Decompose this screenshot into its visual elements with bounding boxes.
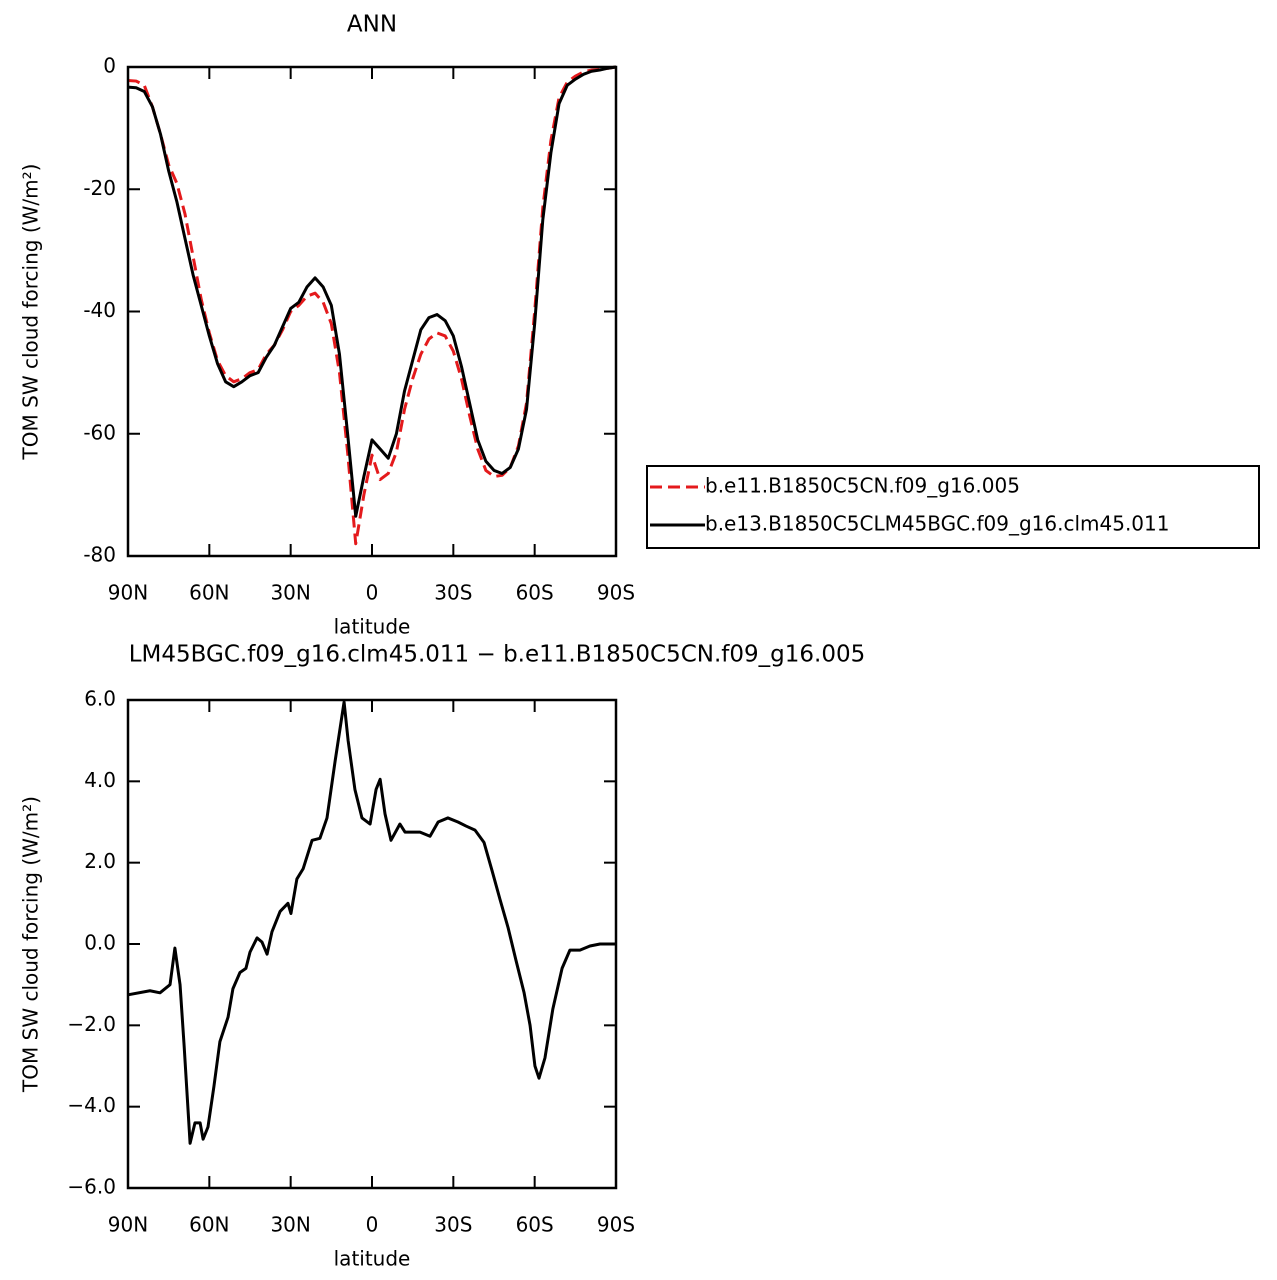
x-tick-label: 0 — [366, 581, 379, 605]
y-tick-label: 0 — [103, 54, 116, 78]
x-tick-label: 90N — [108, 581, 148, 605]
legend-box — [646, 465, 1260, 549]
legend-label: b.e11.B1850C5CN.f09_g16.005 — [705, 474, 1020, 498]
y-tick-label: −4.0 — [67, 1093, 116, 1117]
y-tick-label: 6.0 — [84, 687, 116, 711]
x-tick-label: 60N — [189, 581, 229, 605]
legend-label: b.e13.B1850C5CLM45BGC.f09_g16.clm45.011 — [705, 512, 1169, 536]
x-tick-label: 60S — [516, 1213, 554, 1237]
plot-frame — [126, 65, 618, 558]
plot-frame — [126, 698, 618, 1190]
y-tick-label: 0.0 — [84, 931, 116, 955]
y-tick-label: −2.0 — [67, 1012, 116, 1036]
chart-title: ANN — [347, 12, 397, 38]
y-axis-label: TOM SW cloud forcing (W/m²) — [19, 796, 43, 1093]
x-tick-label: 60S — [516, 581, 554, 605]
x-tick-label: 90N — [108, 1213, 148, 1237]
y-tick-label: -40 — [83, 298, 116, 322]
data-line — [127, 65, 617, 518]
y-tick-label: −6.0 — [67, 1175, 116, 1199]
y-axis-label: TOM SW cloud forcing (W/m²) — [19, 164, 43, 461]
x-tick-label: 30N — [270, 1213, 310, 1237]
x-tick-label: 0 — [366, 1213, 379, 1237]
y-tick-label: -60 — [83, 420, 116, 444]
y-tick-label: 4.0 — [84, 768, 116, 792]
x-axis-label: latitude — [334, 615, 411, 639]
y-tick-label: -20 — [83, 176, 116, 200]
x-tick-label: 30S — [434, 581, 472, 605]
x-tick-label: 90S — [597, 1213, 635, 1237]
y-tick-label: -80 — [83, 543, 116, 567]
x-tick-label: 30S — [434, 1213, 472, 1237]
x-axis-label: latitude — [334, 1247, 411, 1271]
y-tick-label: 2.0 — [84, 849, 116, 873]
x-tick-label: 60N — [189, 1213, 229, 1237]
x-tick-label: 30N — [270, 581, 310, 605]
chart-title: LM45BGC.f09_g16.clm45.011 − b.e11.B1850C… — [129, 642, 866, 668]
data-line — [127, 700, 616, 1145]
x-tick-label: 90S — [597, 581, 635, 605]
